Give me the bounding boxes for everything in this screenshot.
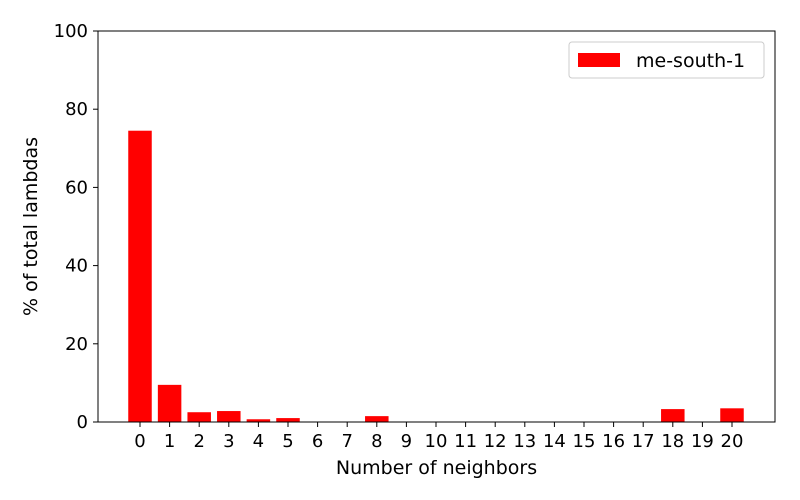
legend-label: me-south-1	[636, 50, 745, 72]
bars-group	[128, 130, 744, 422]
y-axis-label: % of total lambdas	[20, 137, 42, 316]
y-tick-label: 40	[65, 256, 88, 277]
bar-2	[187, 412, 211, 422]
x-tick-label: 16	[602, 431, 625, 452]
bar-1	[157, 384, 182, 422]
x-tick-label: 12	[484, 431, 507, 452]
x-tick-label: 10	[425, 431, 448, 452]
legend: me-south-1	[568, 41, 765, 79]
y-axis-ticks: 0 20 40 60 80 100	[54, 21, 98, 433]
x-tick-label: 19	[691, 431, 714, 452]
x-axis-label: Number of neighbors	[336, 457, 537, 479]
bar-3	[217, 411, 241, 422]
bar-8	[365, 416, 389, 422]
bar-18	[661, 409, 685, 422]
legend-swatch	[578, 53, 620, 67]
bar-20	[720, 408, 744, 422]
bar-0	[128, 130, 152, 422]
y-tick-label: 0	[77, 412, 88, 433]
x-tick-label: 11	[454, 431, 477, 452]
x-tick-label: 14	[543, 431, 566, 452]
x-tick-label: 6	[312, 431, 323, 452]
legend-box	[568, 41, 765, 79]
x-tick-label: 2	[193, 431, 204, 452]
x-tick-label: 13	[513, 431, 536, 452]
x-tick-label: 17	[632, 431, 655, 452]
plot-frame	[97, 30, 776, 423]
bar-4	[246, 419, 271, 422]
bar-5	[276, 418, 300, 422]
x-tick-label: 4	[253, 431, 264, 452]
x-tick-label: 18	[661, 431, 684, 452]
y-tick-label: 20	[65, 334, 88, 355]
y-tick-label: 80	[65, 99, 88, 120]
x-tick-label: 0	[134, 431, 145, 452]
y-tick-label: 100	[54, 21, 88, 42]
x-tick-label: 15	[573, 431, 596, 452]
y-tick-label: 60	[65, 177, 88, 198]
x-tick-label: 3	[223, 431, 234, 452]
x-tick-label: 20	[721, 431, 744, 452]
x-axis-ticks: 0 1 2 3 4 5 6 7 8 9 10 11 12 13 14 15 16 17 18 19 20	[134, 422, 743, 452]
x-tick-label: 1	[164, 431, 175, 452]
x-tick-label: 9	[401, 431, 412, 452]
x-tick-label: 7	[341, 431, 352, 452]
x-tick-label: 8	[371, 431, 382, 452]
x-tick-label: 5	[282, 431, 293, 452]
